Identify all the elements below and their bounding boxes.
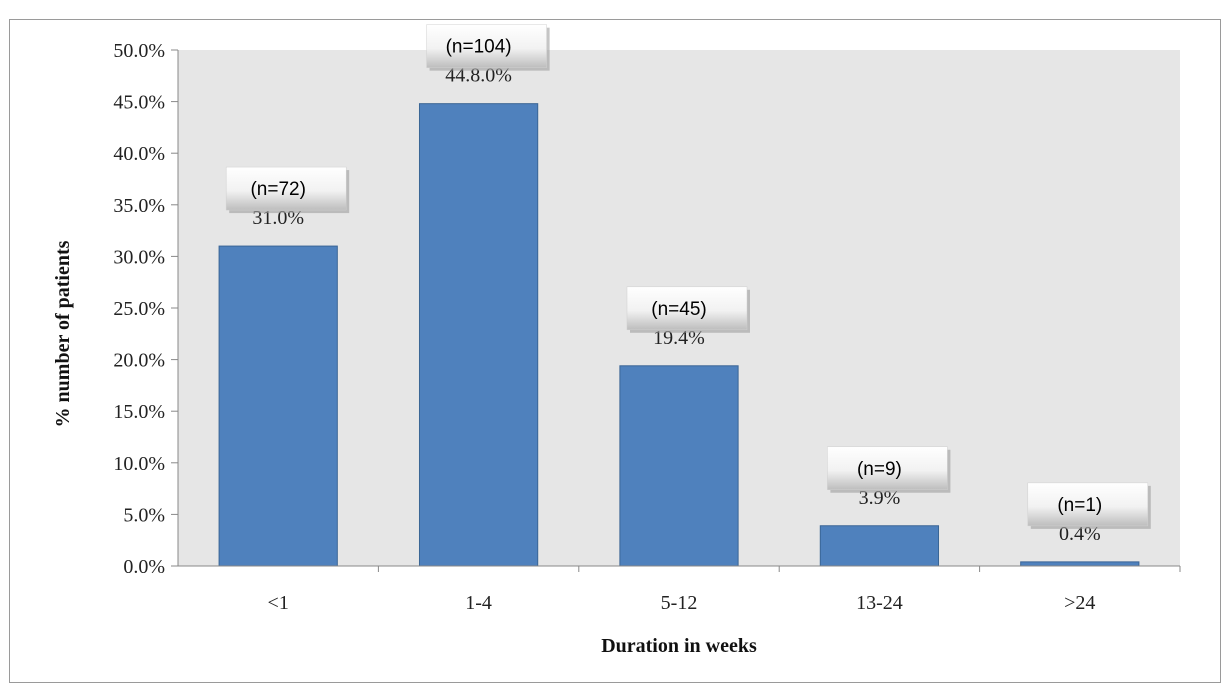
n-label-background	[426, 24, 547, 68]
n-label-box: (n=9)	[827, 446, 951, 493]
y-axis: 0.0% 5.0% 10.0% 15.0% 20.0% 25.0% 30.0% 35.0% 40…	[113, 40, 179, 578]
bars: 31.0%(n=72)44.8.0%(n=104)19.4%(n=45)3.9%…	[218, 24, 1151, 567]
n-label: (n=104)	[446, 37, 512, 58]
n-label-box: (n=72)	[225, 166, 350, 214]
n-label-box: (n=45)	[626, 286, 750, 333]
n-label-background	[827, 446, 948, 491]
x-tick-label: 1-4	[465, 592, 492, 614]
x-axis-title: Duration in weeks	[601, 635, 757, 657]
x-tick-label: >24	[1064, 592, 1095, 614]
x-tick-label: 13-24	[856, 592, 903, 614]
n-label: (n=9)	[857, 459, 902, 480]
y-tick-label: 30.0%	[113, 246, 165, 268]
n-label-background	[1027, 482, 1149, 527]
y-tick-label: 50.0%	[113, 40, 165, 62]
n-label: (n=45)	[651, 299, 706, 320]
bar	[1020, 561, 1140, 567]
x-axis: <1 1-4 5-12 13-24 >24	[178, 565, 1181, 614]
x-tick-label: <1	[268, 592, 289, 614]
y-tick-label: 20.0%	[113, 350, 165, 372]
y-tick-label: 5.0%	[123, 504, 165, 526]
y-tick-label: 10.0%	[113, 453, 165, 475]
y-tick-label: 25.0%	[113, 298, 165, 320]
bar	[619, 365, 739, 567]
n-label-background	[626, 286, 748, 331]
y-tick-label: 0.0%	[123, 556, 165, 578]
n-label: (n=72)	[250, 179, 305, 200]
y-axis-title: % number of patients	[52, 240, 74, 427]
bar	[418, 103, 539, 567]
n-label-box: (n=1)	[1027, 482, 1151, 529]
y-tick-label: 45.0%	[113, 92, 165, 114]
y-tick-label: 35.0%	[113, 195, 165, 217]
x-tick-label: 5-12	[661, 592, 698, 614]
n-label-box: (n=104)	[426, 24, 550, 71]
bar	[819, 525, 940, 567]
n-label: (n=1)	[1057, 495, 1102, 516]
bar	[218, 245, 338, 567]
n-label-background	[225, 166, 347, 211]
y-tick-label: 40.0%	[113, 143, 165, 165]
y-tick-label: 15.0%	[113, 401, 165, 423]
